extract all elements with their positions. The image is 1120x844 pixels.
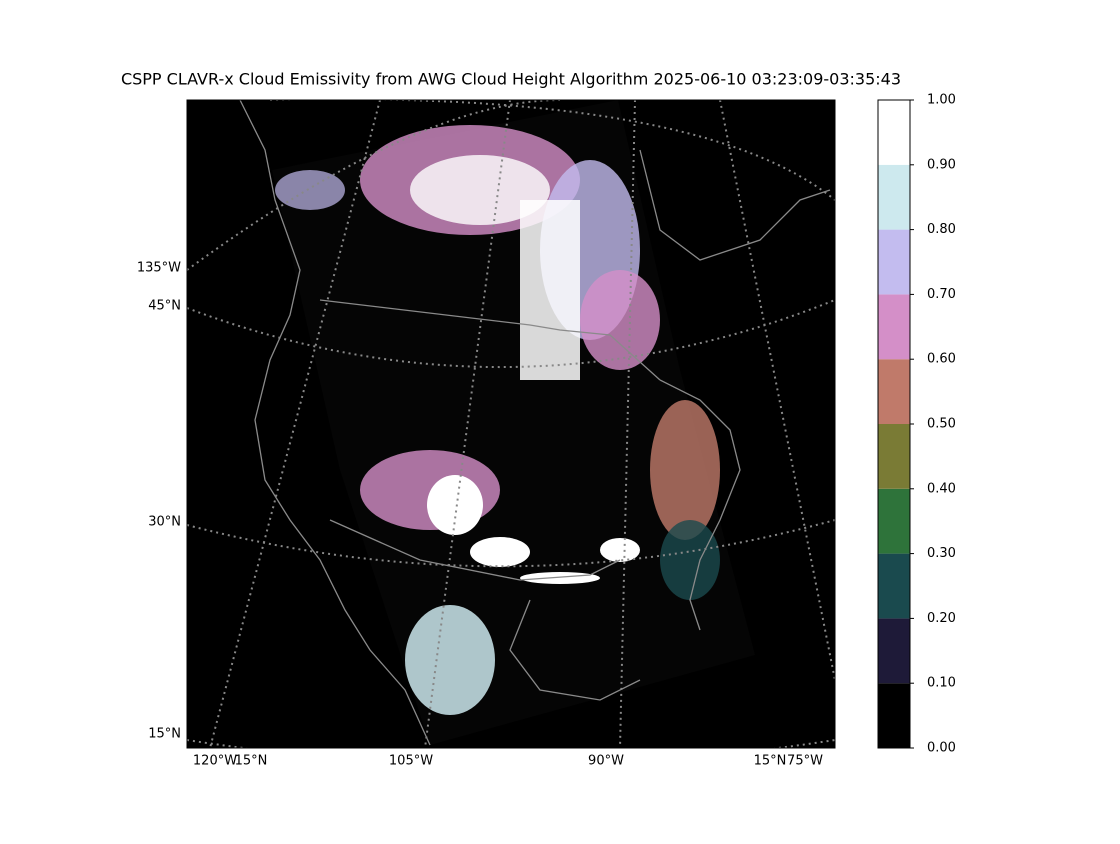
colorbar-tick-label: 0.70 [927, 287, 956, 302]
lon-label: 90°W [588, 754, 624, 769]
map: 135°W 45°N 30°N 15°N 120°W 15°N 105°W 90… [137, 99, 836, 769]
lat-label: 15°N [754, 754, 787, 769]
lon-label: 120°W [193, 754, 237, 769]
colorbar-tick-label: 0.90 [927, 157, 956, 172]
colorbar-bin [878, 294, 910, 360]
lon-label: 135°W [137, 261, 181, 276]
graticule [187, 100, 835, 748]
colorbar-tick-label: 0.10 [927, 676, 956, 691]
colorbar-bin [878, 618, 910, 684]
colorbar-tick-label: 0.20 [927, 611, 956, 626]
clouds [275, 125, 720, 715]
lon-label: 105°W [389, 754, 433, 769]
colorbar-bin [878, 100, 910, 165]
colorbar-bin [878, 359, 910, 424]
lat-label: 30°N [148, 515, 181, 530]
colorbar-bin [878, 683, 910, 748]
title: CSPP CLAVR-x Cloud Emissivity from AWG C… [121, 70, 901, 89]
colorbar-bin [878, 553, 910, 619]
colorbar-bin [878, 229, 910, 295]
colorbar-bin [878, 164, 910, 230]
colorbar: 0.00 0.10 0.20 0.30 0.40 0.50 0.60 0.70 0.80 0.90… [877, 93, 956, 756]
colorbar-bin [878, 488, 910, 554]
lon-label: 75°W [787, 754, 823, 769]
lat-label: 15°N [148, 727, 181, 742]
colorbar-tick-label: 1.00 [927, 93, 956, 108]
lat-label: 45°N [148, 299, 181, 314]
colorbar-tick-label: 0.30 [927, 546, 956, 561]
colorbar-tick-label: 0.60 [927, 352, 956, 367]
colorbar-bin [878, 424, 910, 489]
coastlines [239, 100, 831, 746]
colorbar-tick-label: 0.80 [927, 222, 956, 237]
colorbar-tick-label: 0.40 [927, 481, 956, 496]
map-frame [186, 99, 836, 749]
lat-label: 15°N [235, 754, 268, 769]
colorbar-tick-label: 0.00 [927, 741, 956, 756]
colorbar-tick-label: 0.50 [927, 417, 956, 432]
